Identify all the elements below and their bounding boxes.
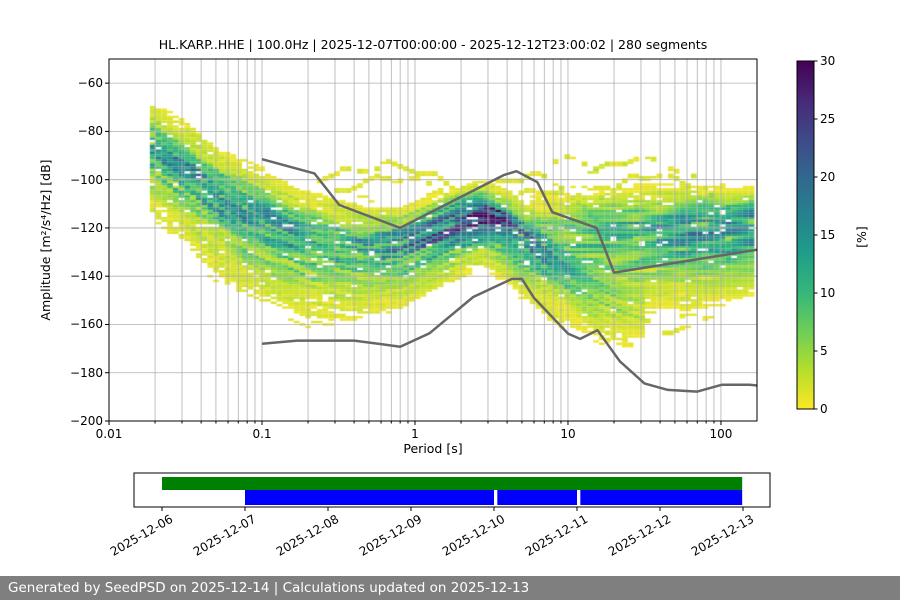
x-tick-label: 10 bbox=[560, 427, 576, 441]
colorbar-label: [%] bbox=[854, 226, 869, 248]
plot-border bbox=[108, 58, 758, 422]
colorbar-tick-label: 30 bbox=[820, 54, 836, 68]
colorbar bbox=[797, 61, 814, 409]
data-availability-bar bbox=[162, 477, 743, 490]
x-tick-label: 0.1 bbox=[252, 427, 272, 441]
ppsd-histogram bbox=[109, 59, 757, 421]
colorbar-tick-label: 10 bbox=[820, 286, 836, 300]
y-tick-label: −120 bbox=[70, 220, 103, 235]
noise-models bbox=[261, 157, 757, 393]
colorbar-tick-label: 25 bbox=[820, 112, 836, 126]
psd-coverage-bar bbox=[245, 490, 494, 505]
x-axis-label: Period [s] bbox=[403, 441, 463, 456]
psd-coverage-bar bbox=[580, 490, 743, 505]
footer-bar: Generated by SeedPSD on 2025-12-14 | Cal… bbox=[0, 576, 900, 600]
x-tick-label: 0.01 bbox=[95, 427, 123, 441]
y-tick-label: −180 bbox=[70, 365, 103, 380]
y-tick-label: −160 bbox=[70, 317, 103, 332]
y-tick-label: −140 bbox=[70, 269, 103, 284]
nhnm-line bbox=[261, 157, 757, 274]
chart-title: HL.KARP..HHE | 100.0Hz | 2025-12-07T00:0… bbox=[158, 37, 708, 52]
grid bbox=[109, 59, 757, 422]
y-tick-label: −60 bbox=[77, 76, 103, 91]
colorbar-tick-label: 0 bbox=[820, 402, 828, 416]
colorbar-tick-label: 15 bbox=[820, 228, 836, 242]
colorbar-tick-label: 5 bbox=[820, 344, 828, 358]
psd-coverage-bar bbox=[497, 490, 577, 505]
y-tick-label: −80 bbox=[77, 124, 103, 139]
x-tick-label: 1 bbox=[411, 427, 419, 441]
y-tick-label: −200 bbox=[70, 414, 103, 428]
x-tick-label: 100 bbox=[709, 427, 733, 441]
axis-ticks bbox=[105, 82, 722, 425]
colorbar-tick-label: 20 bbox=[820, 170, 836, 184]
nlnm-line bbox=[261, 277, 757, 393]
y-tick-label: −100 bbox=[70, 172, 103, 187]
